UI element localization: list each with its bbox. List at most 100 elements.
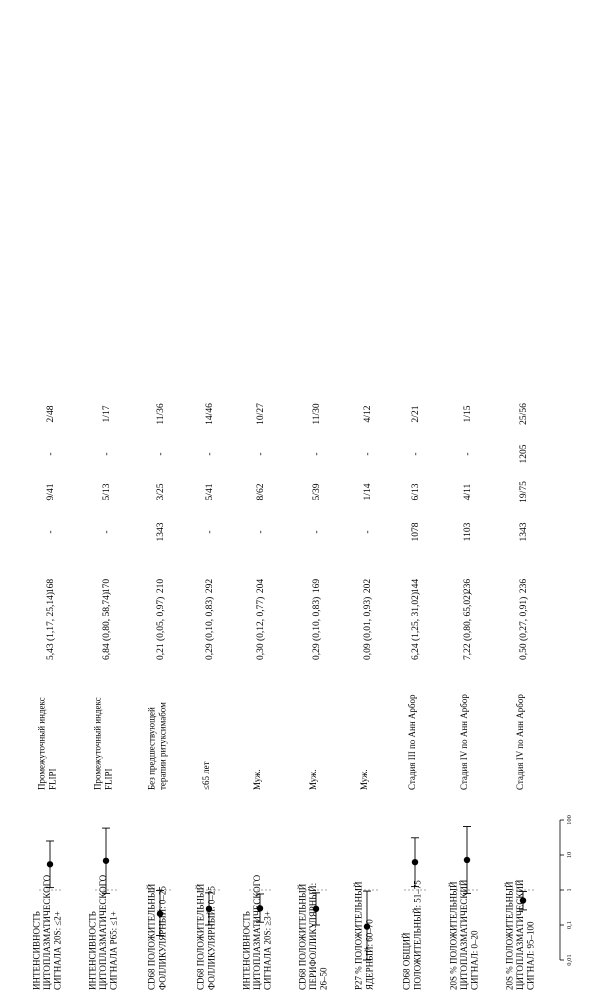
point-estimate xyxy=(520,897,526,903)
row-col1: 25/56 xyxy=(519,403,529,425)
text-line: Муж. xyxy=(252,769,262,790)
row-col5: 292 xyxy=(205,579,215,594)
text-line: СИГНАЛ: 0–20 xyxy=(470,930,480,990)
row-col1: 2/48 xyxy=(46,405,56,422)
row-stat: 0,29 (0,10, 0,83) xyxy=(311,597,322,660)
row-label-2: Стадия IV по Анн Арбор xyxy=(515,694,525,790)
text-line: CD68 ПОЛОЖИТЕЛЬНЫЙ xyxy=(196,883,206,990)
text-line: ЦИТОПЛАЗМАТИЧЕСКОГО xyxy=(252,874,262,990)
row-label-2: Стадия III по Анн Арбор xyxy=(407,694,417,790)
text-line: 20S % ПОЛОЖИТЕЛЬНЫЙ xyxy=(448,881,458,990)
text-line: CD68 ОБЩИЙ xyxy=(402,932,412,990)
axis-tick-label: 100 xyxy=(566,815,573,825)
text-line: СИГНАЛА 20S: ≥3+ xyxy=(263,911,273,990)
axis-tick-label: 1 xyxy=(566,888,573,891)
row-col1: 2/21 xyxy=(411,405,421,422)
row-label-2: Без предшествующейтерапии ритуксимабом xyxy=(147,702,168,790)
row-label-1: P27 % ПОЛОЖИТЕЛЬНЫЙЯДЕРНЫЙ: 60–70 xyxy=(354,881,375,990)
row-label-1: ИНТЕНСИВНОСТЬЦИТОПЛАЗМАТИЧЕСКОГОСИГНАЛА … xyxy=(87,874,118,990)
row-label-1: 20S % ПОЛОЖИТЕЛЬНЫЙЦИТОПЛАЗМАТИЧЕСКИЙСИГ… xyxy=(448,879,479,990)
row-col5: 204 xyxy=(256,579,266,594)
row-label-2: Промежуточный индексFLIPI xyxy=(37,697,58,790)
point-estimate xyxy=(47,861,53,867)
text-line: ЦИТОПЛАЗМАТИЧЕСКИЙ xyxy=(459,879,469,990)
text-line: Стадия IV по Анн Арбор xyxy=(515,694,525,790)
row-col3: 8/62 xyxy=(256,483,266,500)
row-col4: 1078 xyxy=(411,522,421,541)
row-label-1: ИНТЕНСИВНОСТЬЦИТОПЛАЗМАТИЧЕСКОГОСИГНАЛА … xyxy=(31,874,62,990)
row-col2: - xyxy=(411,452,421,455)
row-col5: 202 xyxy=(363,579,373,594)
row-col3: 5/41 xyxy=(205,483,215,500)
point-estimate xyxy=(157,911,163,917)
text-line: ФОЛЛИКУЛЯРНЫЙ: 0–25 xyxy=(206,886,216,990)
text-line: FLIPI xyxy=(47,768,57,790)
row-label-2: Стадия IV по Анн Арбор xyxy=(459,694,469,790)
row-col5: 170 xyxy=(102,579,112,594)
row-col1: 11/30 xyxy=(312,403,322,425)
text-line: ≤65 лет xyxy=(201,761,211,790)
text-line: ЦИТОПЛАЗМАТИЧЕСКОГО xyxy=(98,874,108,990)
row-col5: 169 xyxy=(312,579,322,594)
text-line: 26–50 xyxy=(319,967,329,990)
row-label-2: Муж. xyxy=(308,769,318,790)
row-label-2: Муж. xyxy=(359,769,369,790)
row-col2: - xyxy=(312,452,322,455)
row-col5: 236 xyxy=(463,579,473,594)
text-line: Муж. xyxy=(359,769,369,790)
row-stat: 6,84 (0,80, 58,74) xyxy=(101,592,112,660)
row-col4: - xyxy=(46,530,56,533)
row-stat: 0,29 (0,10, 0,83) xyxy=(204,597,215,660)
row-label-2: ≤65 лет xyxy=(201,761,211,790)
row-col2: - xyxy=(463,452,473,455)
text-line: ПОЛОЖИТЕЛЬНЫЙ: 51–75 xyxy=(412,880,422,990)
row-stat: 0,50 (0,27, 0,91) xyxy=(518,597,529,660)
row-label-1: CD68 ПОЛОЖИТЕЛЬНЫЙПЕРИФОЛЛИКУЛЯРНЫЙ:26–5… xyxy=(297,883,328,990)
point-estimate xyxy=(464,857,470,863)
text-line: Стадия III по Анн Арбор xyxy=(407,694,417,790)
row-col5: 144 xyxy=(411,579,421,594)
row-col5: 236 xyxy=(519,579,529,594)
row-col4: 1343 xyxy=(519,522,529,541)
row-col1: 4/12 xyxy=(363,405,373,422)
forest-plot: 0,010,1110100ИНТЕНСИВНОСТЬЦИТОПЛАЗМАТИЧЕ… xyxy=(0,0,609,1000)
row-col3: 9/41 xyxy=(46,483,56,500)
row-col3: 5/13 xyxy=(102,483,112,500)
row-col3: 6/13 xyxy=(411,483,421,500)
row-col2: - xyxy=(46,452,56,455)
row-col2: - xyxy=(156,452,166,455)
text-line: терапии ритуксимабом xyxy=(157,702,167,790)
row-stat: 0,21 (0,05, 0,97) xyxy=(155,597,166,660)
row-label-2: Муж. xyxy=(252,769,262,790)
row-col2: - xyxy=(102,452,112,455)
text-line: Муж. xyxy=(308,769,318,790)
row-label-1: ИНТЕНСИВНОСТЬЦИТОПЛАЗМАТИЧЕСКОГОСИГНАЛА … xyxy=(241,874,272,990)
row-col4: - xyxy=(256,530,266,533)
row-col2: - xyxy=(205,452,215,455)
row-label-2: Промежуточный индексFLIPI xyxy=(93,697,114,790)
row-col4: - xyxy=(205,530,215,533)
row-col2: 1205 xyxy=(519,444,529,463)
text-line: СИГНАЛА 20S: ≤2+ xyxy=(53,911,63,990)
row-col3: 3/25 xyxy=(156,483,166,500)
row-col5: 210 xyxy=(156,579,166,594)
text-line: Промежуточный индекс xyxy=(37,697,47,790)
row-col1: 1/15 xyxy=(463,405,473,422)
row-col1: 10/27 xyxy=(256,403,266,425)
text-line: ЦИТОПЛАЗМАТИЧЕСКОГО xyxy=(42,874,52,990)
axis-tick-label: 10 xyxy=(566,852,573,859)
text-line: Промежуточный индекс xyxy=(93,697,103,790)
row-col2: - xyxy=(363,452,373,455)
text-line: FLIPI xyxy=(103,768,113,790)
row-stat: 0,09 (0,01, 0,93) xyxy=(362,597,373,660)
row-col4: - xyxy=(363,530,373,533)
text-line: CD68 ПОЛОЖИТЕЛЬНЫЙ xyxy=(297,883,307,990)
row-col4: 1103 xyxy=(463,522,473,541)
row-col1: 1/17 xyxy=(102,405,112,422)
row-col1: 11/36 xyxy=(156,403,166,425)
row-col3: 4/11 xyxy=(463,483,473,500)
point-estimate xyxy=(257,905,263,911)
text-line: Без предшествующей xyxy=(147,707,157,790)
row-col4: 1343 xyxy=(156,522,166,541)
row-col3: 5/39 xyxy=(312,483,322,500)
